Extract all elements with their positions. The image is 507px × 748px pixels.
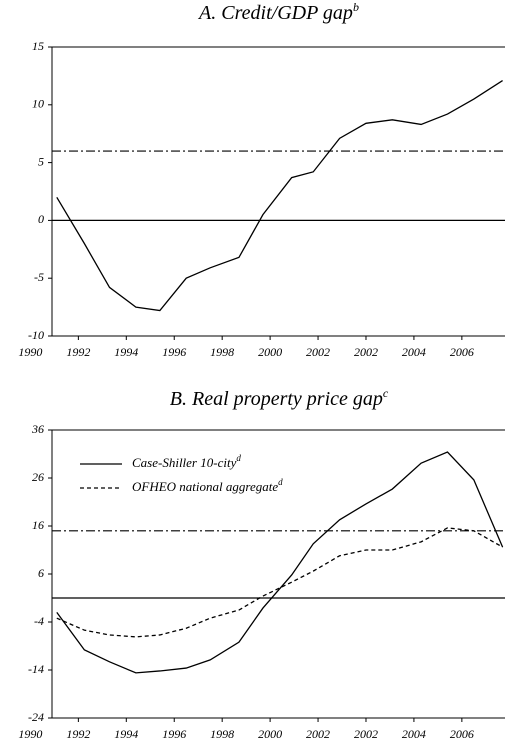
x-tick-label: 2006	[450, 345, 474, 359]
x-tick-label: 1994	[114, 345, 138, 359]
x-tick-label: 2004	[402, 727, 426, 741]
x-tick-label: 1994	[114, 727, 138, 741]
chart-title: B. Real property price gapc	[170, 386, 389, 410]
legend-text: Case-Shiller 10-city	[132, 455, 237, 470]
legend-label: Case-Shiller 10-cityd	[132, 453, 241, 470]
legend-label: OFHEO national aggregated	[132, 477, 283, 494]
x-tick-label: 2006	[450, 727, 474, 741]
y-tick-label: 26	[32, 470, 44, 484]
x-tick-label: 1990	[18, 727, 42, 741]
legend-text: OFHEO national aggregate	[132, 479, 278, 494]
x-tick-label: 2000	[258, 345, 282, 359]
x-tick-label: 1998	[210, 727, 234, 741]
x-tick-label: 1990	[18, 345, 42, 359]
y-tick-label: -14	[28, 662, 44, 676]
y-tick-label: -5	[34, 270, 44, 284]
x-tick-label: 1992	[66, 727, 90, 741]
x-tick-label: 2002	[354, 345, 378, 359]
chart-title: A. Credit/GDP gapb	[197, 0, 359, 24]
x-tick-label: 2002	[306, 345, 330, 359]
x-tick-label: 2002	[306, 727, 330, 741]
series-line	[56, 451, 504, 674]
legend-superscript: d	[236, 453, 241, 463]
y-tick-label: -10	[28, 328, 44, 342]
x-tick-label: 1996	[162, 345, 186, 359]
series-line	[56, 527, 503, 638]
x-tick-label: 1998	[210, 345, 234, 359]
title-text: A. Credit/GDP gap	[197, 2, 353, 24]
title-superscript: b	[353, 0, 359, 14]
y-tick-label: 5	[38, 154, 44, 168]
series-line	[56, 79, 503, 312]
x-tick-label: 1992	[66, 345, 90, 359]
title-text: B. Real property price gap	[170, 388, 383, 410]
y-tick-label: 36	[31, 422, 44, 436]
y-tick-label: -4	[34, 614, 44, 628]
legend-superscript: d	[278, 477, 283, 487]
x-tick-label: 2004	[402, 345, 426, 359]
y-tick-label: 10	[32, 97, 44, 111]
title-superscript: c	[383, 386, 389, 400]
y-tick-label: -24	[28, 710, 44, 724]
x-tick-label: 1996	[162, 727, 186, 741]
y-tick-label: 0	[38, 212, 44, 226]
y-tick-label: 6	[38, 566, 44, 580]
y-tick-label: 15	[32, 39, 44, 53]
x-tick-label: 2002	[354, 727, 378, 741]
y-tick-label: 16	[32, 518, 44, 532]
x-tick-label: 2000	[258, 727, 282, 741]
